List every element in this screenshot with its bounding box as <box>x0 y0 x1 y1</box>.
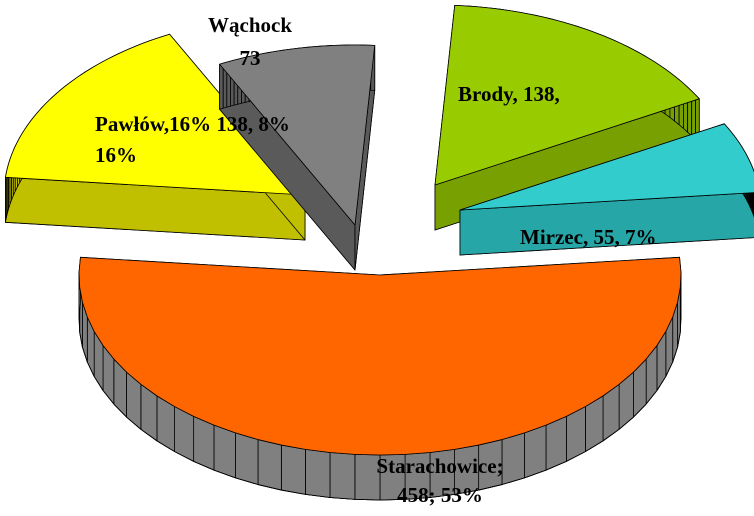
slice-side <box>257 439 282 491</box>
data-label: 73 <box>240 46 261 70</box>
data-label: Starachowice; <box>376 454 503 478</box>
slice-side <box>545 415 567 471</box>
slice <box>5 33 306 196</box>
slice-side <box>219 62 224 110</box>
data-label: 458; 53% <box>397 483 483 507</box>
slice <box>78 256 682 456</box>
slice <box>459 123 754 211</box>
slice-side <box>193 415 215 471</box>
slice-edge <box>79 332 681 501</box>
slice-side <box>329 452 356 500</box>
data-label: Mirzec, 55, 7% <box>520 225 656 249</box>
slice <box>219 44 376 226</box>
data-label: Wąchock <box>208 13 292 37</box>
slice-side <box>213 424 236 479</box>
slice-side <box>280 444 306 495</box>
slice-side <box>235 432 259 485</box>
data-label: Pawłów,16% 138, 8% <box>95 112 290 136</box>
slice-side <box>305 448 331 498</box>
slice <box>434 4 700 186</box>
slice-side <box>524 424 547 479</box>
data-label: Brody, 138, <box>458 82 560 106</box>
data-label: 16% <box>95 143 137 167</box>
slice-side <box>501 432 525 485</box>
